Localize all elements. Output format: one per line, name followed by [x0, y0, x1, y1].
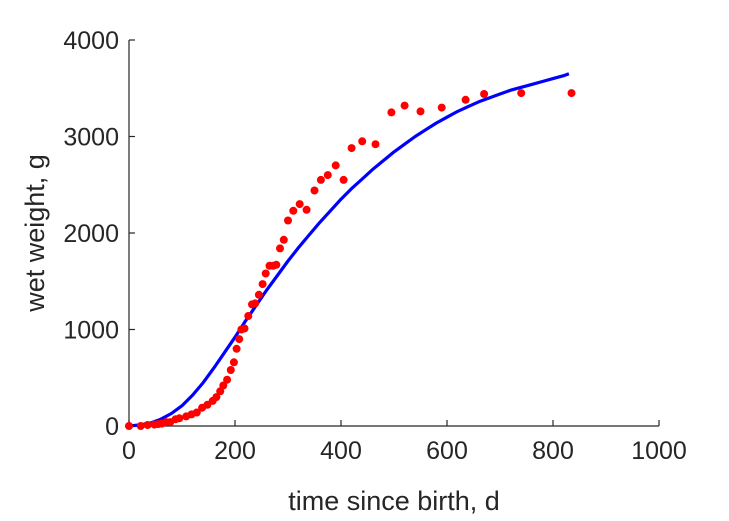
data-point	[254, 290, 263, 299]
data-point	[323, 171, 332, 180]
data-point	[226, 366, 235, 374]
data-point	[437, 103, 446, 112]
data-point	[331, 161, 340, 170]
data-point	[284, 216, 292, 225]
data-point	[272, 260, 281, 269]
data-point	[387, 108, 396, 117]
x-tick-label: 1000	[631, 437, 687, 465]
data-point	[400, 101, 409, 110]
data-point	[347, 144, 356, 153]
data-point	[517, 89, 526, 98]
data-point	[212, 393, 221, 402]
data-point	[136, 422, 145, 430]
data-point	[251, 299, 260, 308]
axes	[128, 40, 659, 427]
data-point	[125, 422, 133, 430]
x-tick-label: 600	[426, 437, 468, 465]
data-point	[276, 244, 284, 253]
data-point	[302, 205, 311, 214]
x-axis-title: time since birth, d	[288, 486, 500, 516]
data-point	[567, 89, 576, 98]
y-ticks: 0 1000 2000 3000 4000	[63, 27, 135, 441]
data-point	[223, 375, 232, 384]
x-tick-label: 800	[532, 437, 574, 465]
data-point	[416, 107, 425, 116]
y-tick-label: 3000	[63, 124, 119, 152]
x-tick-label: 0	[122, 437, 136, 465]
data-point	[258, 280, 267, 289]
data-point	[261, 269, 270, 278]
data-point	[461, 95, 470, 104]
data-point	[339, 175, 348, 184]
series-layer	[125, 72, 576, 430]
data-point	[316, 175, 325, 184]
data-point	[192, 408, 201, 417]
data-point	[232, 344, 241, 353]
y-axis-title: wet weight, g	[20, 154, 50, 313]
y-tick-label: 1000	[63, 317, 119, 345]
data-point	[295, 200, 304, 209]
data-point	[229, 358, 238, 367]
data-point	[279, 235, 288, 244]
data-point	[240, 324, 249, 333]
x-ticks: 0 200 400 600 800 1000	[122, 420, 687, 465]
data-point	[371, 140, 380, 149]
data-point	[244, 312, 253, 320]
x-tick-label: 400	[320, 437, 362, 465]
data-point	[175, 414, 184, 423]
y-tick-label: 2000	[63, 220, 119, 248]
data-point	[219, 381, 228, 390]
data-point	[358, 137, 367, 146]
data-point	[143, 421, 152, 429]
x-tick-label: 200	[214, 437, 256, 465]
fitted-curve	[128, 72, 570, 428]
y-tick-label: 0	[105, 413, 119, 441]
data-point	[289, 206, 298, 215]
data-point	[235, 335, 244, 344]
data-point	[310, 186, 319, 195]
y-tick-label: 4000	[63, 27, 119, 55]
data-point	[480, 90, 489, 98]
